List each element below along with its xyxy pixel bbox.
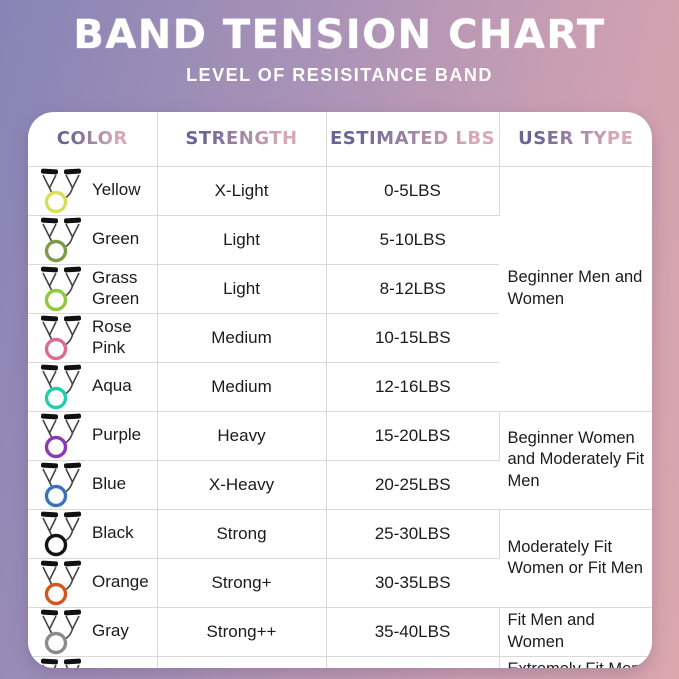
strength-cell: X-Light <box>157 165 327 215</box>
column-header-user-type: USER TYPE <box>499 112 652 167</box>
strength-cell: Strong+++ <box>157 655 327 668</box>
resistance-band-icon <box>40 560 82 605</box>
user-type-cell: Beginner Women and Moderately Fit Men <box>499 410 652 509</box>
table-row: Green Light 5-10LBS <box>28 214 652 264</box>
color-cell: Black <box>28 508 158 558</box>
resistance-band-icon <box>40 462 82 507</box>
color-name: Orange <box>92 572 149 592</box>
color-name: Aqua <box>92 376 132 396</box>
band-ring <box>44 631 68 654</box>
lbs-cell: 35-40LBS <box>326 606 500 656</box>
user-type-cell: Beginner Men and Women <box>499 165 652 411</box>
lbs-cell: 8-12LBS <box>326 263 499 313</box>
band-ring <box>44 533 68 556</box>
resistance-band-icon <box>40 658 82 668</box>
resistance-band-icon <box>40 364 82 409</box>
header-row: COLOR STRENGTH ESTIMATED LBS USER TYPE <box>28 112 652 167</box>
color-name: Black <box>92 523 134 543</box>
color-cell: Blue <box>28 459 158 509</box>
band-ring <box>44 190 68 213</box>
band-ring <box>44 435 68 458</box>
color-name: Green <box>92 229 140 249</box>
table-row: Gray Strong++ 35-40LBS Fit Men and Women <box>28 606 652 656</box>
table-row: Red Strong+++ 45-50LBS Extremely Fit Men… <box>28 655 652 668</box>
table-row: Aqua Medium 12-16LBS <box>28 361 652 411</box>
band-ring <box>44 288 68 311</box>
resistance-band-icon <box>40 609 82 654</box>
strength-cell: Light <box>157 263 327 313</box>
lbs-cell: 45-50LBS <box>326 655 500 668</box>
lbs-cell: 5-10LBS <box>326 214 499 264</box>
table-row: Yellow X-Light 0-5LBS Beginner Men and W… <box>28 165 652 411</box>
lbs-cell: 15-20LBS <box>326 410 500 460</box>
band-ring <box>44 484 68 507</box>
lbs-cell: 25-30LBS <box>326 508 500 558</box>
strength-cell: Medium <box>157 312 327 362</box>
color-cell: Red <box>28 655 158 668</box>
resistance-band-icon <box>40 266 82 311</box>
table-row: Rose Pink Medium 10-15LBS <box>28 312 652 362</box>
color-cell: Aqua <box>28 361 158 411</box>
band-tension-table: COLOR STRENGTH ESTIMATED LBS USER TYPE Y… <box>28 112 652 668</box>
band-ring <box>44 386 68 409</box>
lbs-cell: 12-16LBS <box>326 361 499 411</box>
color-name: Rose Pink <box>92 317 132 357</box>
color-name: Blue <box>92 474 127 494</box>
color-cell: Gray <box>28 606 158 656</box>
lbs-cell: 30-35LBS <box>326 557 499 607</box>
color-cell: Rose Pink <box>28 312 158 362</box>
band-ring <box>44 337 68 360</box>
resistance-band-icon <box>40 315 82 360</box>
strength-cell: Medium <box>157 361 327 411</box>
lbs-cell: 10-15LBS <box>326 312 499 362</box>
color-cell: Orange <box>28 557 158 607</box>
band-ring <box>44 239 68 262</box>
masthead: BAND TENSION CHART LEVEL OF RESISITANCE … <box>0 0 679 86</box>
column-header-color: COLOR <box>28 112 158 167</box>
resistance-band-icon <box>40 413 82 458</box>
color-name: Purple <box>92 425 142 445</box>
page-title: BAND TENSION CHART <box>73 12 606 58</box>
user-type-cell: Extremely Fit Men and Women <box>499 655 652 668</box>
resistance-band-icon <box>40 168 82 213</box>
column-header-strength: STRENGTH <box>157 112 327 167</box>
lbs-cell: 0-5LBS <box>326 165 500 215</box>
color-cell: Purple <box>28 410 158 460</box>
page-subtitle: LEVEL OF RESISITANCE BAND <box>186 65 493 85</box>
resistance-band-icon <box>40 217 82 262</box>
column-header-estimated-lbs: ESTIMATED LBS <box>326 112 500 167</box>
color-cell: Grass Green <box>28 263 158 313</box>
strength-cell: Strong++ <box>157 606 327 656</box>
strength-cell: Light <box>157 214 327 264</box>
strength-cell: Strong+ <box>157 557 327 607</box>
table-row: Purple Heavy 15-20LBS Beginner Women and… <box>28 410 652 509</box>
resistance-band-icon <box>40 511 82 556</box>
table-row: Grass Green Light 8-12LBS <box>28 263 652 313</box>
strength-cell: Strong <box>157 508 327 558</box>
table-row: Blue X-Heavy 20-25LBS <box>28 459 652 509</box>
strength-cell: Heavy <box>157 410 327 460</box>
color-name: Grass Green <box>92 268 140 308</box>
color-cell: Green <box>28 214 158 264</box>
lbs-cell: 20-25LBS <box>326 459 499 509</box>
band-ring <box>44 582 68 605</box>
table-row: Orange Strong+ 30-35LBS <box>28 557 652 607</box>
table-row: Black Strong 25-30LBS Moderately Fit Wom… <box>28 508 652 607</box>
user-type-cell: Fit Men and Women <box>499 606 652 656</box>
chart-card: COLOR STRENGTH ESTIMATED LBS USER TYPE Y… <box>28 112 652 668</box>
color-name: Yellow <box>92 180 141 200</box>
user-type-cell: Moderately Fit Women or Fit Men <box>499 508 652 607</box>
color-name: Gray <box>92 621 129 641</box>
color-cell: Yellow <box>28 165 158 215</box>
strength-cell: X-Heavy <box>157 459 327 509</box>
